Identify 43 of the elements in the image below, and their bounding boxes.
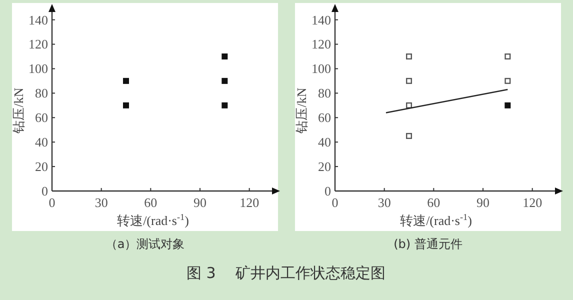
y-tick-label: 60 bbox=[318, 110, 331, 126]
y-tick-label: 120 bbox=[312, 36, 331, 52]
point bbox=[123, 78, 129, 84]
x-tick-label: 30 bbox=[378, 195, 391, 210]
x-tick-label: 90 bbox=[194, 195, 206, 210]
y-tick-label: 80 bbox=[318, 86, 331, 101]
text: （a）测试对象 bbox=[105, 237, 185, 251]
y-tick-label: 60 bbox=[35, 110, 48, 126]
x-tick-label: 120 bbox=[522, 195, 542, 210]
y-tick-label: 100 bbox=[28, 61, 48, 76]
y-tick-label: 20 bbox=[35, 159, 48, 174]
point bbox=[504, 102, 511, 108]
point bbox=[222, 102, 228, 108]
y-axis-title: 钻压/kN bbox=[11, 87, 26, 134]
point bbox=[123, 102, 129, 108]
y-tick-label: 140 bbox=[28, 12, 48, 28]
x-tick-label: 90 bbox=[476, 195, 490, 210]
x-tick-label: 120 bbox=[240, 195, 260, 210]
y-tick-label: 0 bbox=[324, 184, 331, 198]
y-tick-label: 40 bbox=[318, 134, 331, 150]
y-tick-label: 140 bbox=[312, 12, 331, 28]
y-axis-title: 钻压/kN bbox=[294, 87, 309, 134]
point bbox=[504, 78, 511, 84]
text: (b) 普通元件 bbox=[394, 237, 462, 251]
x-axis-title: 转速/(rad·s$^{-1}$) bbox=[117, 212, 189, 228]
x-tick-label: 30 bbox=[94, 195, 108, 210]
x-tick-label: 60 bbox=[427, 195, 440, 210]
point bbox=[222, 78, 228, 84]
point bbox=[222, 53, 228, 60]
y-tick-label: 80 bbox=[35, 86, 48, 101]
y-tick-label: 20 bbox=[318, 159, 331, 174]
caption: 图 3 矿井内工作状态稳定图 bbox=[186, 264, 386, 282]
x-axis-title: 转速/(rad·s$^{-1}$) bbox=[400, 212, 472, 228]
y-tick-label: 100 bbox=[312, 61, 331, 76]
point bbox=[406, 102, 412, 108]
point bbox=[406, 78, 412, 84]
point bbox=[406, 53, 412, 60]
y-tick-label: 120 bbox=[28, 36, 48, 52]
point bbox=[406, 132, 412, 139]
y-tick-label: 40 bbox=[35, 134, 48, 150]
y-tick-label: 0 bbox=[42, 184, 48, 198]
point bbox=[504, 53, 511, 60]
x-tick-label: 60 bbox=[144, 195, 158, 210]
